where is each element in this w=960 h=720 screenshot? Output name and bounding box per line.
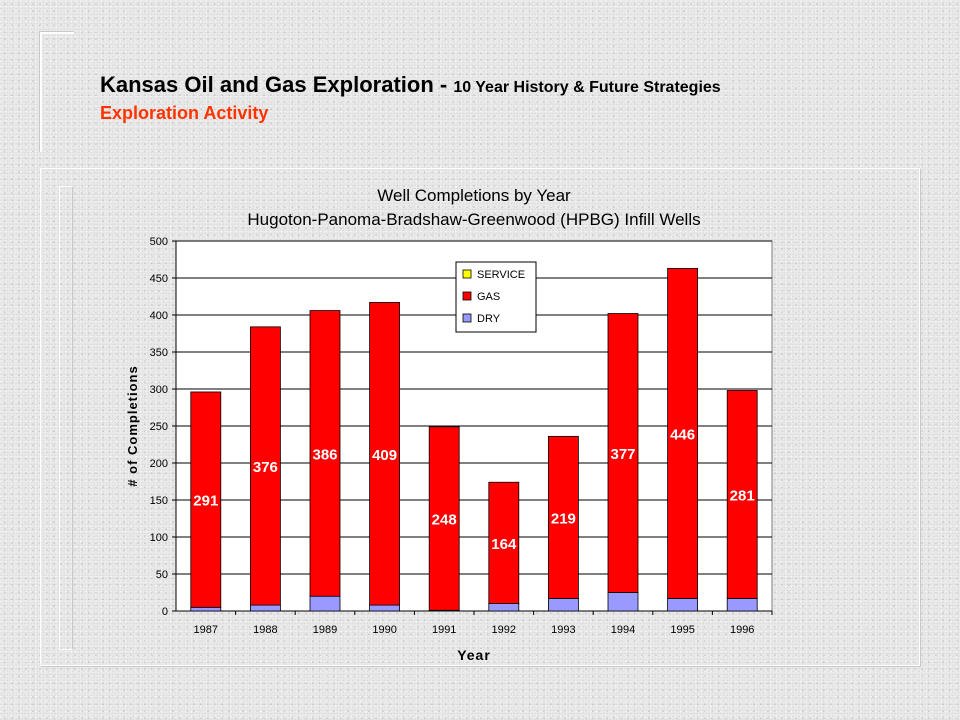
data-label: 219	[551, 510, 576, 527]
legend-swatch-dry	[462, 313, 472, 323]
y-tick-label: 300	[150, 384, 168, 396]
x-tick-label: 1992	[492, 624, 516, 636]
y-tick-label: 200	[150, 458, 168, 470]
bar-gas	[488, 481, 520, 604]
data-label: 386	[312, 446, 337, 463]
x-tick-label: 1989	[313, 624, 337, 636]
y-tick-label: 400	[150, 310, 168, 322]
x-tick-label: 1996	[730, 624, 754, 636]
y-tick-label: 350	[150, 347, 168, 359]
page-subtitle: Exploration Activity	[100, 103, 269, 123]
y-tick-label: 100	[150, 532, 168, 544]
x-axis-title: Year	[457, 647, 491, 663]
chart-subtitle: Hugoton-Panoma-Bradshaw-Greenwood (HPBG)…	[247, 210, 700, 229]
chart-title: Well Completions by Year	[377, 186, 571, 205]
x-tick-label: 1990	[372, 624, 396, 636]
bar-dry	[548, 598, 579, 612]
y-axis-title: # of Completions	[125, 365, 140, 486]
bar-gas	[548, 435, 579, 599]
y-tick-label: 0	[162, 606, 168, 618]
data-label: 291	[193, 493, 218, 510]
bar-gas	[726, 390, 758, 599]
bar-dry	[309, 595, 341, 612]
y-tick-label: 450	[150, 273, 168, 285]
bar-dry	[488, 603, 520, 612]
bar-dry	[726, 598, 758, 612]
legend-swatch-gas	[462, 291, 472, 301]
x-tick-label: 1993	[551, 624, 575, 636]
data-label: 164	[491, 536, 517, 553]
bar-gas	[309, 310, 341, 597]
side-strip	[59, 186, 73, 650]
x-tick-label: 1994	[611, 624, 635, 636]
bar-dry	[369, 604, 401, 612]
chart-panel	[40, 168, 920, 666]
legend-label-gas: GAS	[477, 291, 500, 303]
bar-gas	[667, 267, 698, 599]
bar-dry	[249, 604, 281, 612]
bar-dry	[607, 592, 639, 612]
x-tick-label: 1987	[194, 624, 218, 636]
x-tick-label: 1988	[253, 624, 277, 636]
data-label: 409	[372, 447, 397, 464]
y-tick-label: 50	[156, 569, 168, 581]
bar-gas	[369, 302, 401, 606]
y-tick-label: 250	[150, 421, 168, 433]
bar-dry	[190, 606, 222, 612]
title-sub: 10 Year History & Future Strategies	[453, 79, 721, 96]
bar-gas	[607, 313, 639, 593]
bar-gas	[249, 326, 281, 606]
data-label: 377	[610, 446, 635, 463]
title-main: Kansas Oil and Gas Exploration -	[100, 72, 454, 97]
y-tick-label: 150	[150, 495, 168, 507]
data-label: 376	[253, 459, 278, 476]
y-tick-label: 500	[150, 236, 168, 248]
x-tick-label: 1995	[670, 624, 694, 636]
data-label: 446	[670, 426, 695, 443]
legend-label-service: SERVICE	[477, 269, 525, 281]
decorative-bracket	[40, 32, 74, 152]
data-label: 281	[730, 487, 755, 504]
bar-dry	[667, 598, 698, 612]
legend-label-dry: DRY	[477, 313, 501, 325]
legend-swatch-service	[462, 269, 472, 279]
bar-gas	[428, 426, 460, 611]
x-tick-label: 1991	[432, 624, 456, 636]
bar-gas	[190, 391, 222, 608]
data-label: 248	[432, 512, 457, 529]
page-title: Kansas Oil and Gas Exploration - 10 Year…	[100, 72, 721, 98]
